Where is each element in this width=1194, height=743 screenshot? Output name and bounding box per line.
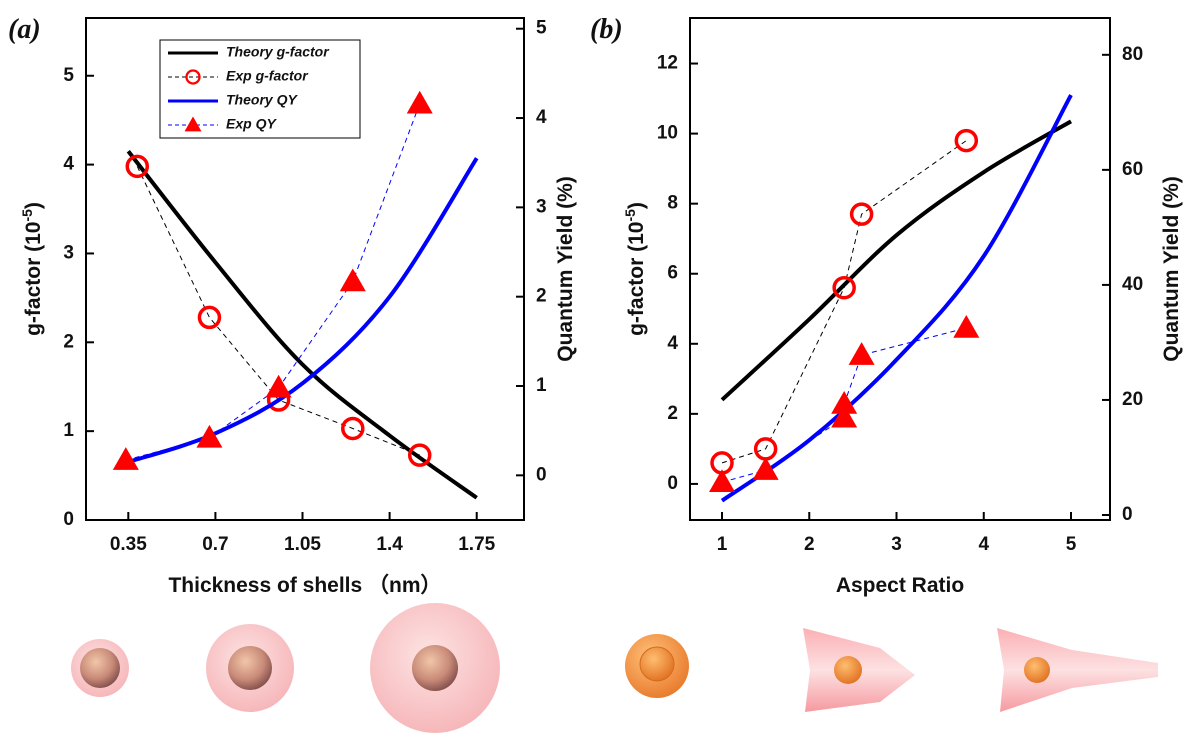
plot-frame [689, 17, 1111, 521]
circle-marker [407, 443, 432, 467]
triangle-marker [831, 390, 858, 414]
triangle-marker [339, 268, 366, 292]
y2-tick-label: 1 [536, 375, 547, 396]
triangle-marker [184, 116, 202, 132]
y2-axis-label: Quantum Yield (%) [1160, 176, 1183, 362]
x-tick-label: 1.75 [458, 534, 495, 555]
series-line [720, 94, 1073, 503]
triangle-marker [406, 90, 433, 114]
y-axis-label: g-factor (10-5) [622, 202, 648, 336]
chart-panel: (a) 0.35 0.7 1.05 1.4 1.75 0 1 2 3 4 5 0 1 2 3 4 5 Thickne… [8, 14, 577, 597]
x-tick-label: 3 [891, 534, 902, 555]
y-axis-label-part: g-factor (10 [22, 222, 45, 336]
triangle-marker [265, 374, 292, 398]
y2-tick-label: 80 [1122, 44, 1143, 65]
y-axis-label-part: ) [625, 202, 648, 209]
y-tick-label: 5 [63, 65, 74, 86]
y-tick-label: 8 [667, 193, 678, 214]
plot-frame [85, 17, 525, 521]
x-axis-label: Aspect Ratio [836, 574, 964, 597]
y2-tick-label: 0 [1122, 504, 1133, 525]
y-tick-label: 10 [657, 123, 678, 144]
triangle-marker [196, 424, 223, 448]
y-axis-label-part: -5 [622, 209, 638, 222]
panel-label: (b) [590, 14, 623, 45]
y-axis-label-part: g-factor (10 [625, 222, 648, 336]
legend-label: Exp QY [226, 116, 277, 132]
triangle-marker [848, 342, 875, 365]
y-axis-label: g-factor (10-5) [19, 202, 45, 336]
y2-tick-label: 2 [536, 286, 547, 307]
y2-tick-label: 20 [1122, 389, 1143, 410]
x-tick-label: 5 [1066, 534, 1077, 555]
circle-marker [125, 154, 150, 179]
y2-tick-label: 0 [536, 464, 547, 485]
y-axis-label-part: ) [22, 202, 45, 209]
y-tick-label: 0 [63, 509, 74, 530]
legend-label: Theory QY [226, 92, 298, 108]
series-line [721, 140, 967, 464]
y2-axis-label: Quantum Yield (%) [554, 176, 577, 362]
y-tick-label: 4 [63, 154, 74, 175]
x-axis-label: Thickness of shells （nm） [168, 573, 441, 597]
y-tick-label: 2 [63, 331, 74, 352]
x-tick-label: 1.4 [376, 534, 403, 555]
triangle-marker [752, 457, 779, 480]
triangle-marker [831, 404, 858, 428]
x-tick-label: 0.7 [202, 534, 228, 555]
circle-marker [954, 128, 979, 153]
series-line [127, 157, 479, 464]
panel-label: (a) [8, 14, 41, 45]
legend-label: Theory g-factor [226, 44, 330, 60]
series-line [126, 150, 478, 500]
y-tick-label: 12 [657, 53, 678, 74]
y-axis-label-part: -5 [19, 209, 35, 222]
illustrations [71, 603, 1158, 733]
x-tick-label: 0.35 [110, 534, 147, 555]
y2-tick-label: 5 [536, 18, 547, 39]
circle-marker [197, 305, 222, 330]
x-tick-label: 1.05 [284, 534, 321, 555]
triangle-marker [953, 315, 980, 338]
y-tick-label: 2 [667, 403, 678, 424]
x-tick-label: 1 [717, 534, 728, 555]
y2-tick-label: 40 [1122, 274, 1143, 295]
circle-marker [832, 275, 856, 300]
legend: Theory g-factor Exp g-factor Theory QY Exp … [159, 39, 361, 139]
series-line [720, 119, 1073, 402]
circle-marker [185, 69, 201, 85]
series-line [136, 166, 420, 456]
y-tick-label: 0 [667, 473, 678, 494]
y2-tick-label: 3 [536, 196, 547, 217]
legend-label: Exp g-factor [226, 68, 309, 84]
y-tick-label: 6 [667, 263, 678, 284]
y2-tick-label: 60 [1122, 159, 1143, 180]
triangle-marker [709, 469, 736, 492]
x-tick-label: 4 [978, 534, 989, 555]
y-tick-label: 1 [63, 420, 74, 441]
x-tick-label: 2 [804, 534, 815, 555]
y-tick-label: 4 [667, 333, 678, 354]
triangle-marker [112, 447, 139, 470]
circle-marker [849, 202, 874, 226]
circle-marker [341, 416, 365, 441]
y2-tick-label: 4 [536, 107, 547, 128]
y-tick-label: 3 [63, 242, 74, 263]
